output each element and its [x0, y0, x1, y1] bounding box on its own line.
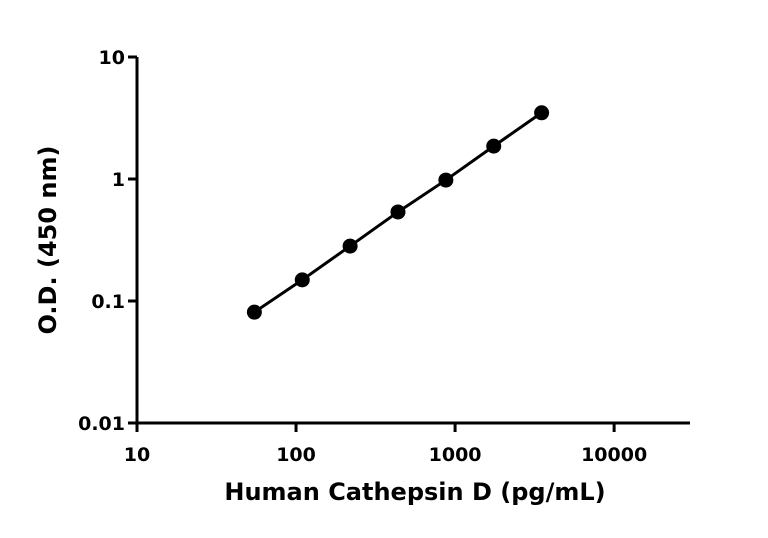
x-tick-label: 10 [124, 444, 150, 466]
x-axis-title: Human Cathepsin D (pg/mL) [224, 478, 605, 506]
data-point [438, 172, 454, 188]
data-point [294, 272, 310, 288]
y-tick-label: 10 [99, 47, 125, 69]
x-tick-label: 1000 [429, 444, 482, 466]
y-axis-title: O.D. (450 nm) [34, 146, 62, 335]
data-point [534, 105, 550, 121]
x-tick-label: 10000 [581, 444, 647, 466]
y-tick-label: 0.01 [78, 413, 125, 435]
data-point [246, 304, 262, 320]
data-point [486, 138, 502, 154]
y-tick-label: 0.1 [91, 291, 125, 313]
data-point [390, 204, 406, 220]
y-tick-label: 1 [112, 169, 125, 191]
x-tick-label: 100 [276, 444, 316, 466]
data-point [342, 238, 358, 254]
